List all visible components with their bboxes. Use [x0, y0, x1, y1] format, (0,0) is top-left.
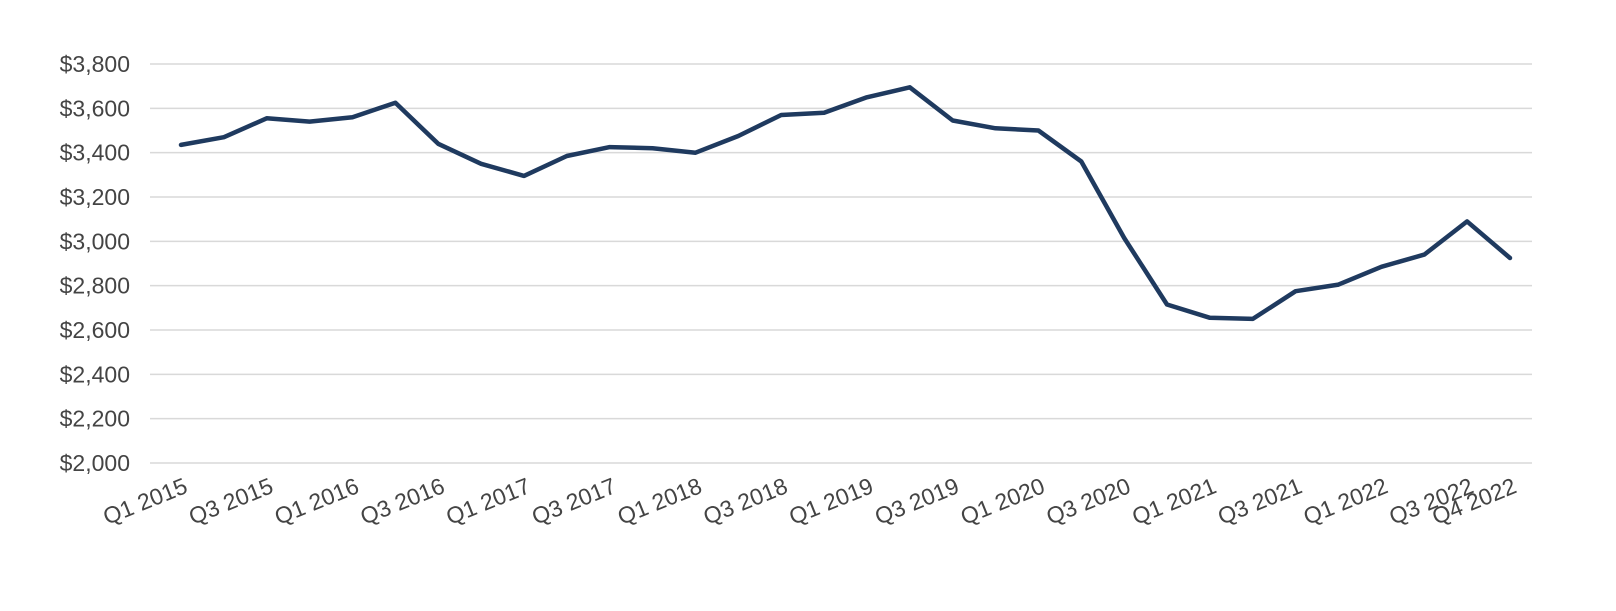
x-tick-label: Q3 2018	[700, 473, 792, 530]
y-tick-label: $3,200	[60, 184, 130, 210]
x-tick-label: Q3 2017	[528, 473, 620, 530]
x-tick-label: Q1 2021	[1128, 473, 1220, 530]
x-tick-label: Q3 2021	[1214, 473, 1306, 530]
y-tick-label: $2,200	[60, 406, 130, 432]
series-line	[178, 85, 1513, 322]
x-tick-label: Q1 2020	[957, 473, 1049, 530]
x-tick-label: Q1 2022	[1300, 473, 1392, 530]
x-tick-label: Q1 2016	[271, 473, 363, 530]
y-tick-label: $2,600	[60, 317, 130, 343]
y-tick-label: $3,000	[60, 228, 130, 254]
x-tick-label: Q1 2015	[99, 473, 191, 530]
x-tick-label: Q4 2022	[1428, 473, 1520, 530]
x-tick-label: Q3 2016	[357, 473, 449, 530]
y-tick-label: $2,400	[60, 361, 130, 387]
gridlines	[150, 63, 1532, 464]
y-tick-label: $2,800	[60, 273, 130, 299]
y-axis-ticks: $2,000 $2,200 $2,400 $2,600 $2,800 $3,000 $3,2…	[60, 51, 130, 476]
x-tick-label: Q3 2020	[1042, 473, 1134, 530]
x-tick-label: Q1 2019	[785, 473, 877, 530]
x-tick-label: Q3 2015	[185, 473, 277, 530]
y-tick-label: $3,400	[60, 140, 130, 166]
x-tick-label: Q1 2017	[442, 473, 534, 530]
x-tick-label: Q1 2018	[614, 473, 706, 530]
y-tick-label: $3,800	[60, 51, 130, 77]
series-layer	[178, 85, 1513, 322]
x-tick-label: Q3 2019	[871, 473, 963, 530]
y-tick-label: $3,600	[60, 95, 130, 121]
y-tick-label: $2,000	[60, 450, 130, 476]
